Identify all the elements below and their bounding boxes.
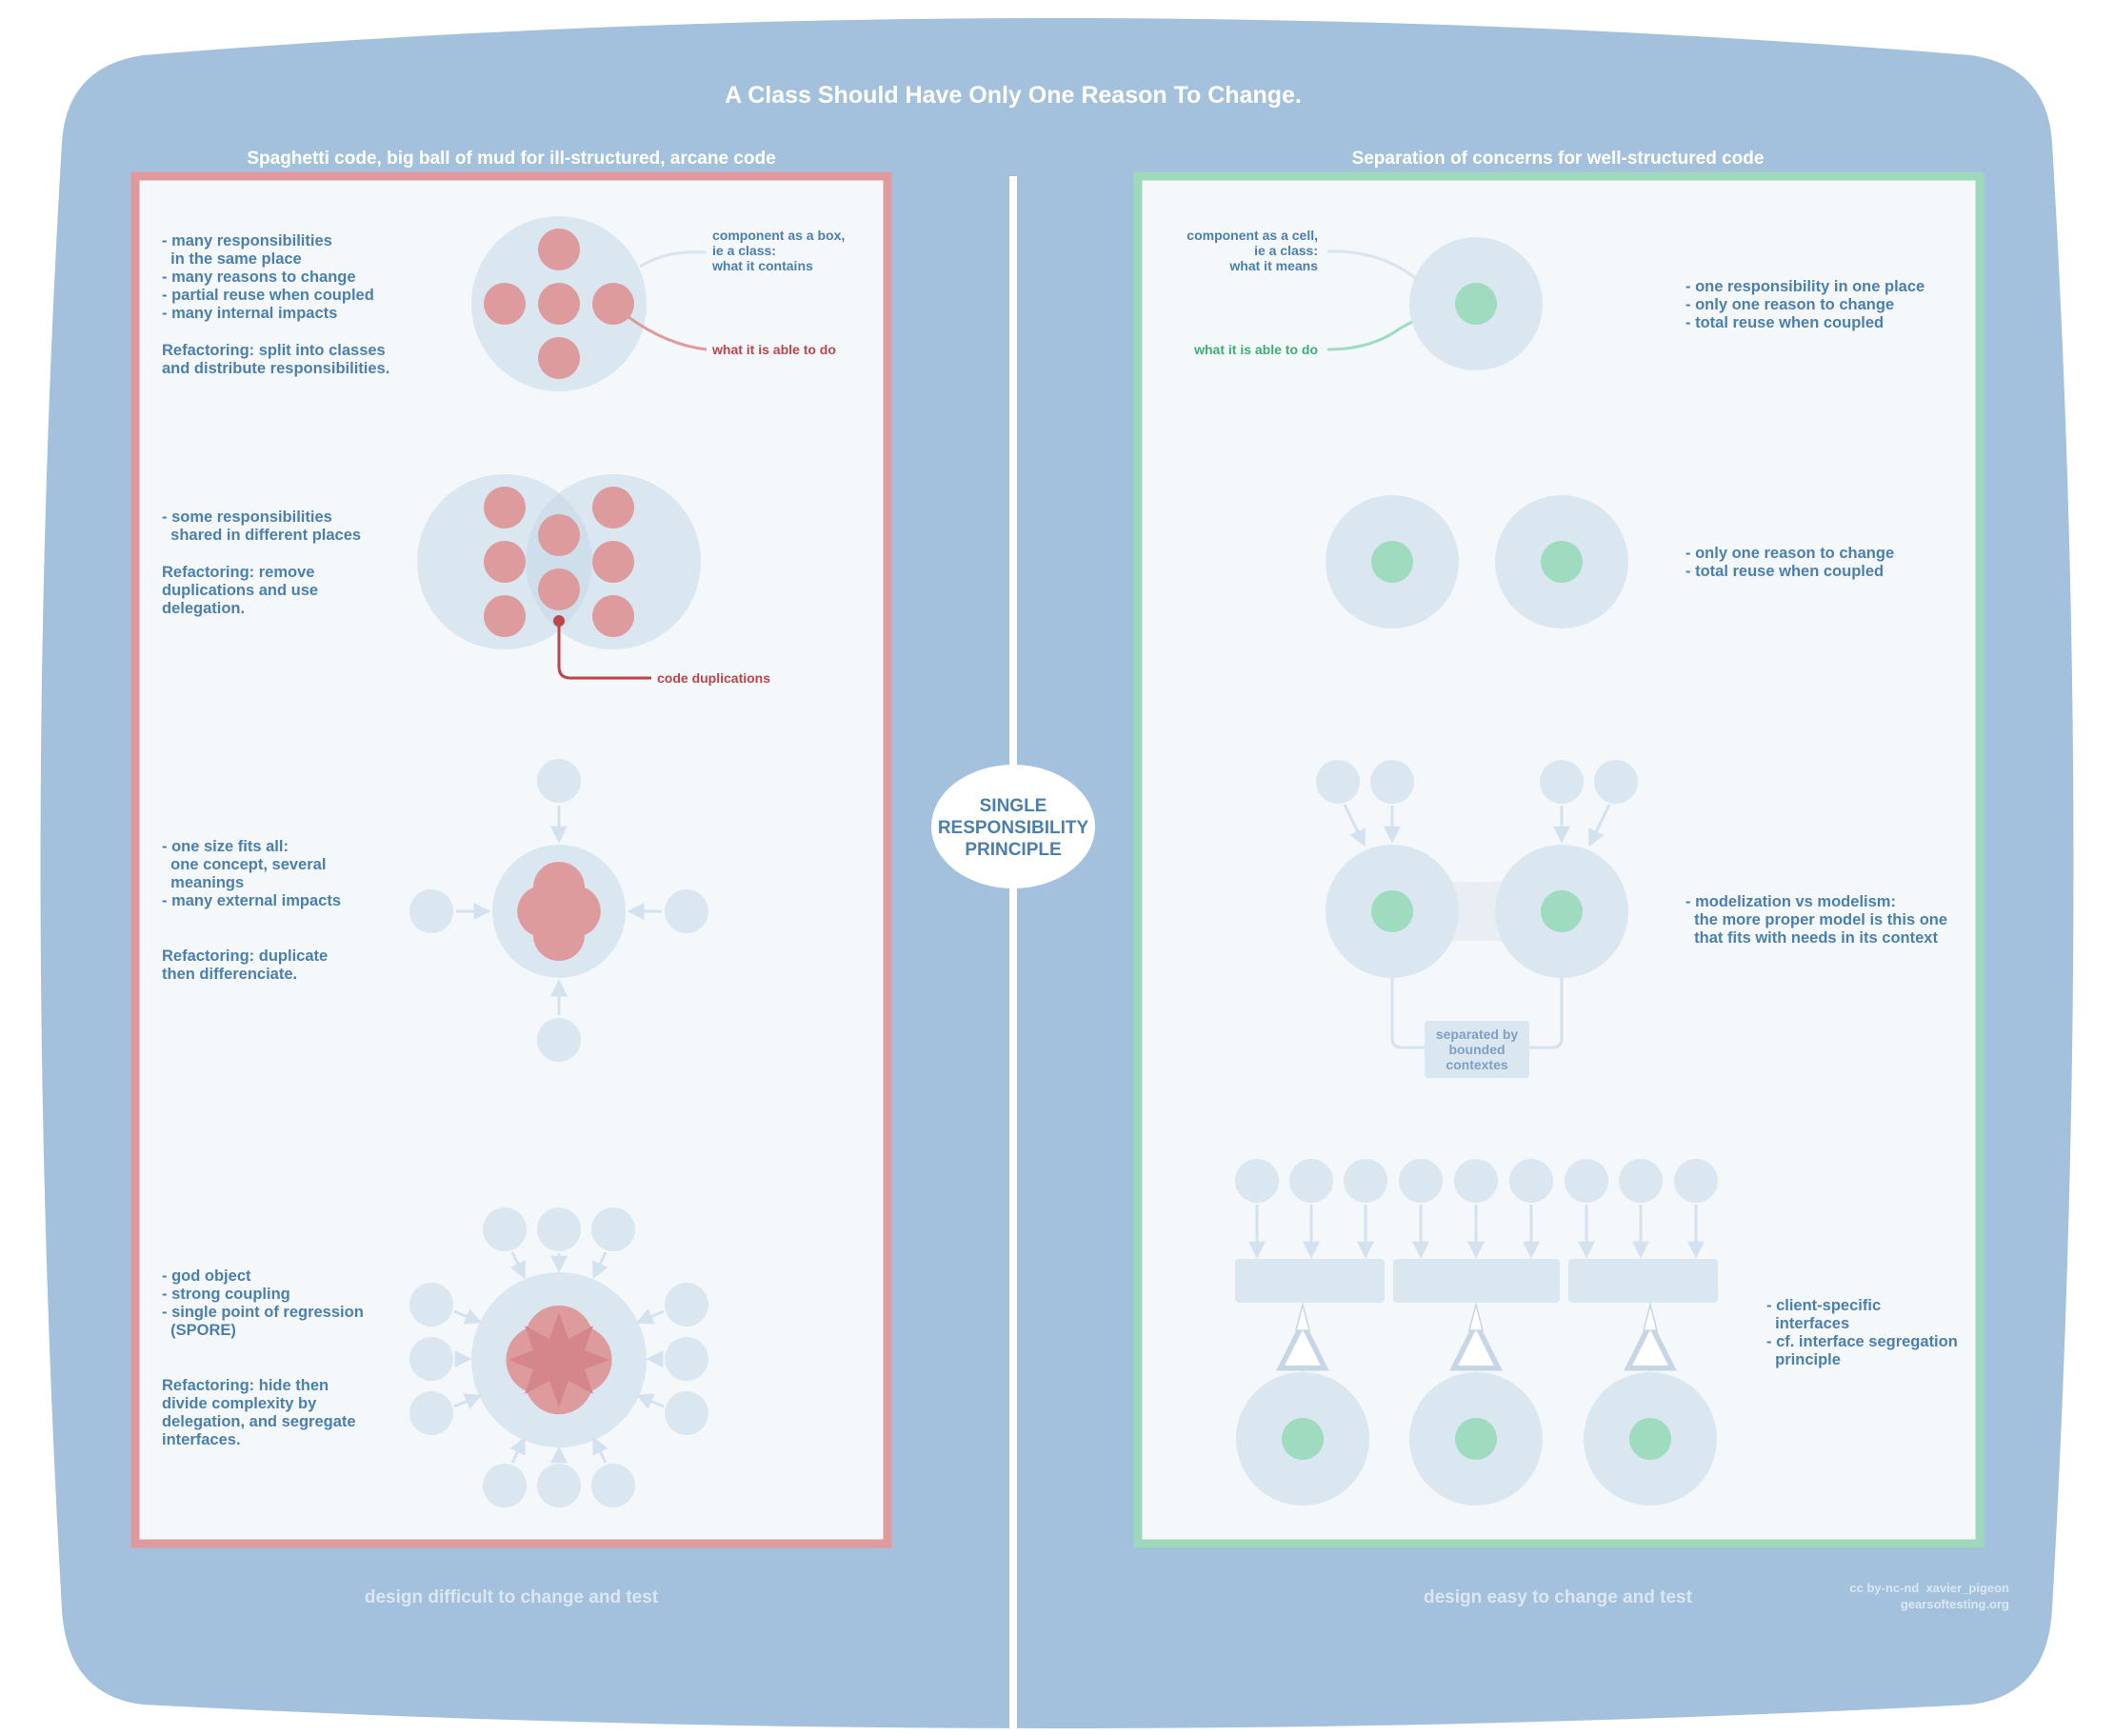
- svg-text:SINGLE: SINGLE: [980, 796, 1047, 816]
- page-title: A Class Should Have Only One Reason To C…: [725, 82, 1302, 109]
- svg-text:the more proper model is this: the more proper model is this one: [1685, 911, 1947, 928]
- svg-text:meanings: meanings: [162, 874, 244, 891]
- svg-text:interfaces.: interfaces.: [162, 1431, 241, 1448]
- svg-text:- some responsibilities: - some responsibilities: [162, 509, 332, 526]
- left-section-4-text: - god object - strong coupling - single …: [162, 1267, 364, 1448]
- svg-text:gearsoftesting.org: gearsoftesting.org: [1901, 1597, 2009, 1611]
- svg-text:- client-specific: - client-specific: [1766, 1297, 1881, 1314]
- bounded-contexts-label: separated by bounded contextes: [1436, 1027, 1519, 1072]
- svg-text:- many reasons to change: - many reasons to change: [162, 269, 356, 286]
- svg-text:Refactoring: hide then: Refactoring: hide then: [162, 1377, 329, 1394]
- left-section-3-text: - one size fits all: one concept, severa…: [162, 838, 341, 983]
- svg-text:Refactoring: duplicate: Refactoring: duplicate: [162, 948, 328, 965]
- svg-text:what it is able to do: what it is able to do: [711, 342, 836, 357]
- right-section-3-text: - modelization vs modelism: the more pro…: [1685, 893, 1947, 947]
- svg-text:and distribute responsibilitie: and distribute responsibilities.: [162, 360, 389, 377]
- code-duplications-label: code duplications: [657, 670, 770, 686]
- credits: cc by-nc-nd xavier_pigeon gearsoftesting…: [1849, 1581, 2009, 1611]
- svg-text:principle: principle: [1766, 1351, 1841, 1368]
- right-section-2-text: - only one reason to change - total reus…: [1685, 545, 1894, 580]
- right-section-1-text: - one responsibility in one place - only…: [1685, 278, 1925, 331]
- svg-text:- one responsibility in one pl: - one responsibility in one place: [1685, 278, 1925, 295]
- svg-text:- many internal impacts: - many internal impacts: [162, 305, 337, 322]
- svg-text:Refactoring: remove: Refactoring: remove: [162, 564, 314, 581]
- svg-text:ie a class:: ie a class:: [1254, 243, 1318, 258]
- svg-text:- only one reason to change: - only one reason to change: [1685, 545, 1894, 562]
- god-object: [409, 1207, 708, 1507]
- svg-text:- partial reuse when coupled: - partial reuse when coupled: [162, 287, 374, 304]
- bounded-contexts: [1316, 760, 1638, 1078]
- svg-text:- total reuse when coupled: - total reuse when coupled: [1685, 314, 1884, 331]
- interface-segregation: [1235, 1159, 1718, 1506]
- svg-text:interfaces: interfaces: [1766, 1315, 1849, 1332]
- left-header: Spaghetti code, big ball of mud for ill-…: [247, 149, 775, 169]
- svg-text:separated by: separated by: [1436, 1027, 1519, 1042]
- svg-text:then differenciate.: then differenciate.: [162, 966, 297, 983]
- svg-text:- strong coupling: - strong coupling: [162, 1286, 290, 1303]
- svg-text:- many external impacts: - many external impacts: [162, 892, 341, 909]
- overlapping-components: [417, 474, 701, 680]
- svg-text:ie a class:: ie a class:: [712, 243, 776, 258]
- svg-text:cc by-nc-nd xavier_pigeon: cc by-nc-nd xavier_pigeon: [1849, 1581, 2009, 1595]
- svg-text:component as a box,: component as a box,: [712, 228, 845, 243]
- svg-text:shared in different places: shared in different places: [162, 527, 361, 544]
- svg-text:delegation, and segregate: delegation, and segregate: [162, 1413, 356, 1430]
- svg-text:- cf. interface segregation: - cf. interface segregation: [1766, 1333, 1958, 1350]
- srp-badge-text: SINGLE RESPONSIBILITY PRINCIPLE: [938, 796, 1089, 860]
- svg-text:- many responsibilities: - many responsibilities: [162, 232, 332, 249]
- svg-text:- modelization vs modelism:: - modelization vs modelism:: [1685, 893, 1896, 910]
- svg-text:- single point of regression: - single point of regression: [162, 1304, 364, 1321]
- svg-text:(SPORE): (SPORE): [162, 1322, 236, 1339]
- svg-text:component as a cell,: component as a cell,: [1187, 228, 1318, 243]
- svg-text:what it contains: what it contains: [711, 258, 813, 273]
- svg-text:delegation.: delegation.: [162, 600, 245, 617]
- svg-text:- total reuse when coupled: - total reuse when coupled: [1685, 563, 1884, 580]
- left-footer: design difficult to change and test: [365, 1587, 659, 1607]
- right-section-4-text: - client-specific interfaces - cf. inter…: [1766, 1297, 1958, 1368]
- right-header: Separation of concerns for well-structur…: [1352, 149, 1765, 169]
- svg-text:divide complexity by: divide complexity by: [162, 1395, 317, 1412]
- two-cells: [1326, 495, 1628, 629]
- svg-text:RESPONSIBILITY: RESPONSIBILITY: [938, 818, 1089, 838]
- left-section-1-text: - many responsibilities in the same plac…: [162, 232, 389, 377]
- cell-component: [1326, 237, 1543, 370]
- svg-text:what it means: what it means: [1228, 258, 1318, 273]
- svg-text:- only one reason to change: - only one reason to change: [1685, 296, 1894, 313]
- right-footer: design easy to change and test: [1424, 1587, 1693, 1607]
- svg-text:bounded: bounded: [1448, 1042, 1505, 1057]
- svg-text:PRINCIPLE: PRINCIPLE: [965, 840, 1061, 860]
- svg-text:contextes: contextes: [1446, 1057, 1508, 1072]
- svg-text:- god object: - god object: [162, 1267, 251, 1285]
- center-divider: [1009, 176, 1017, 1736]
- cell-callouts: component as a cell, ie a class: what it…: [1187, 228, 1318, 357]
- svg-text:that fits with needs in its co: that fits with needs in its context: [1685, 929, 1938, 947]
- svg-text:in the same place: in the same place: [162, 250, 302, 268]
- left-section-2-text: - some responsibilities shared in differ…: [162, 509, 361, 617]
- svg-text:duplications and use: duplications and use: [162, 582, 318, 599]
- svg-text:- one size fits all:: - one size fits all:: [162, 838, 289, 855]
- right-panel: [1133, 171, 1984, 1548]
- svg-text:what it is able to do: what it is able to do: [1193, 342, 1318, 357]
- one-size-component: [409, 759, 708, 1062]
- svg-text:Refactoring: split into classe: Refactoring: split into classes: [162, 342, 386, 359]
- box-component: [471, 216, 708, 391]
- srp-badge: [931, 765, 1095, 888]
- box-callouts: component as a box, ie a class: what it …: [711, 228, 845, 357]
- svg-text:one concept, several: one concept, several: [162, 856, 326, 873]
